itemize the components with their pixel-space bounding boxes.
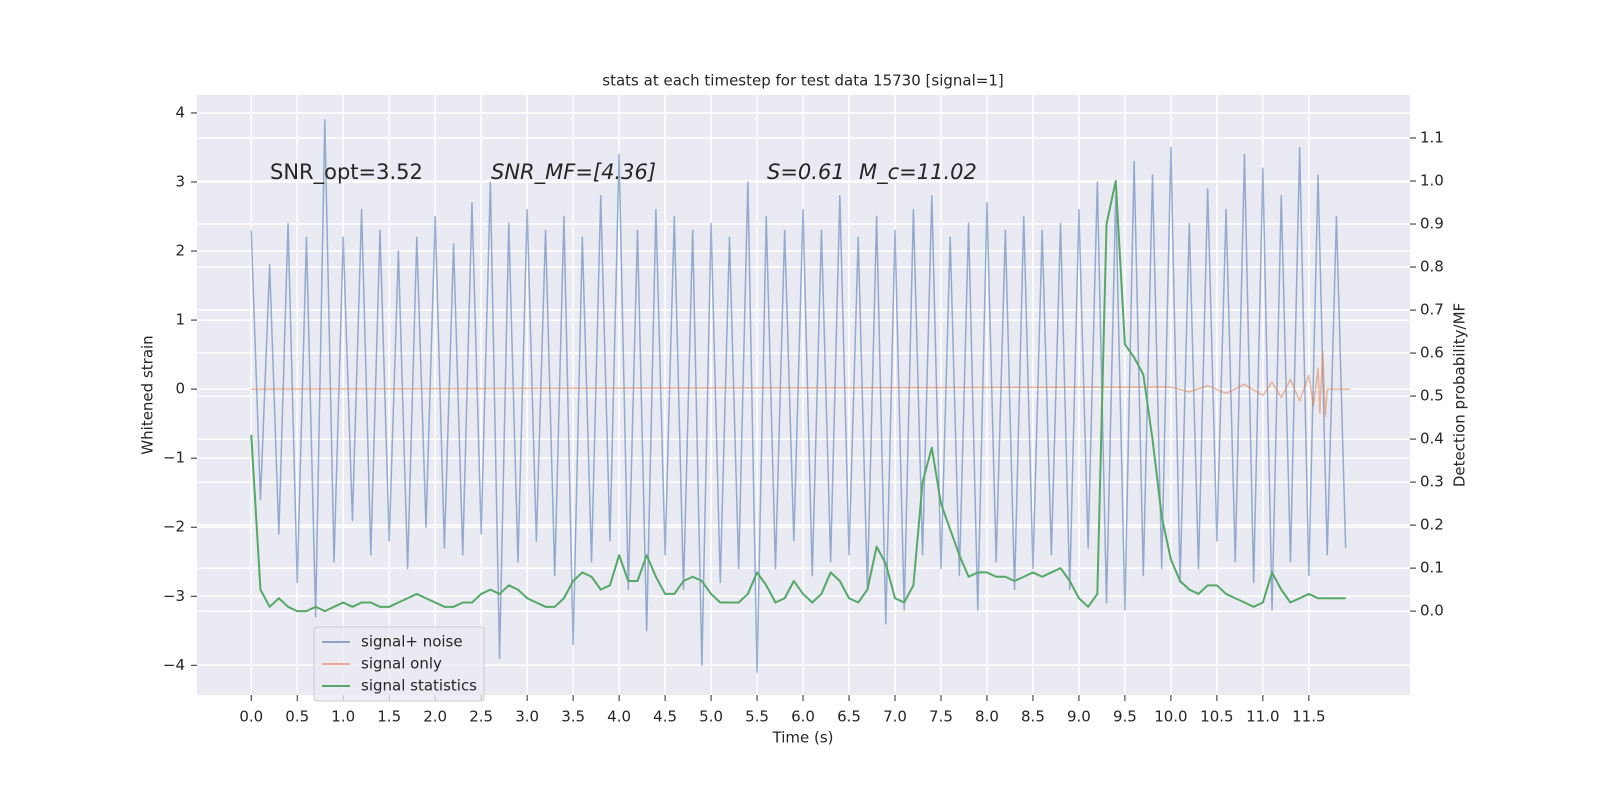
x-tick-label: 0.0 xyxy=(239,708,263,726)
y2-tick-label: 0.6 xyxy=(1420,344,1444,362)
y-tick-label: 1 xyxy=(175,311,185,329)
y-tick-label: 0 xyxy=(175,380,185,398)
y-tick-label: 3 xyxy=(175,172,185,190)
y2-tick-label: 0.0 xyxy=(1420,602,1444,620)
legend-label: signal only xyxy=(361,655,442,673)
marks xyxy=(250,119,1351,673)
x-tick-label: 4.5 xyxy=(653,708,677,726)
x-tick-label: 6.0 xyxy=(791,708,815,726)
y-tick-label: −1 xyxy=(163,449,185,467)
x-axis-label: Time (s) xyxy=(772,729,834,747)
x-tick-label: 8.0 xyxy=(975,708,999,726)
legend: signal+ noise signal only signal statistic… xyxy=(313,626,485,702)
x-tick-label: 0.5 xyxy=(285,708,309,726)
annotation: S=0.61 xyxy=(767,160,845,184)
y-tick-label: 4 xyxy=(175,103,185,121)
y-tick-label: −3 xyxy=(163,587,185,605)
y2-tick-label: 1.0 xyxy=(1420,172,1444,190)
x-tick-label: 1.0 xyxy=(331,708,355,726)
legend-label: signal+ noise xyxy=(361,633,463,651)
y2-tick-label: 1.1 xyxy=(1420,129,1444,147)
series-line xyxy=(251,350,1351,418)
y2-tick-label: 0.9 xyxy=(1420,215,1444,233)
y2-tick-label: 0.5 xyxy=(1420,387,1444,405)
labels: 0.0 0.5 1.0 1.5 2.0 2.5 3.0 3.5 4.0 4.5 5.0 5.5 6.0 6… xyxy=(163,103,1444,725)
legend-label: signal statistics xyxy=(361,677,477,695)
x-tick-label: 11.0 xyxy=(1246,708,1279,726)
x-tick-label: 3.5 xyxy=(561,708,585,726)
x-tick-label: 5.0 xyxy=(699,708,723,726)
chart-title: stats at each timestep for test data 157… xyxy=(602,72,1003,90)
series-line xyxy=(250,119,1347,673)
x-tick-label: 2.5 xyxy=(469,708,493,726)
y2-axis-label: Detection probability/MF xyxy=(1451,303,1469,487)
x-tick-label: 6.5 xyxy=(837,708,861,726)
annotation: SNR_MF=[4.36] xyxy=(491,160,656,185)
series-line xyxy=(250,180,1346,613)
x-tick-label: 11.5 xyxy=(1292,708,1325,726)
y2-tick-label: 0.7 xyxy=(1420,301,1444,319)
x-tick-label: 10.5 xyxy=(1200,708,1233,726)
x-tick-label: 2.0 xyxy=(423,708,447,726)
x-tick-label: 4.0 xyxy=(607,708,631,726)
x-tick-label: 7.0 xyxy=(883,708,907,726)
y-axis-label: Whitened strain xyxy=(139,335,157,454)
x-tick-label: 5.5 xyxy=(745,708,769,726)
y2-tick-label: 0.8 xyxy=(1420,258,1444,276)
y-tick-label: 2 xyxy=(175,242,185,260)
y2-tick-label: 0.2 xyxy=(1420,516,1444,534)
annotation: SNR_opt=3.52 xyxy=(270,160,423,185)
x-tick-label: 10.0 xyxy=(1154,708,1187,726)
annotation: M_c=11.02 xyxy=(859,160,977,185)
y2-tick-label: 0.4 xyxy=(1420,430,1444,448)
x-tick-label: 7.5 xyxy=(929,708,953,726)
y2-tick-label: 0.3 xyxy=(1420,473,1444,491)
x-tick-label: 8.5 xyxy=(1021,708,1045,726)
y2-tick-label: 0.1 xyxy=(1420,559,1444,577)
x-tick-label: 3.0 xyxy=(515,708,539,726)
legend-box xyxy=(313,626,485,702)
x-tick-label: 9.5 xyxy=(1113,708,1137,726)
x-tick-label: 9.0 xyxy=(1067,708,1091,726)
y-tick-label: −4 xyxy=(163,656,185,674)
y-tick-label: −2 xyxy=(163,518,185,536)
x-tick-label: 1.5 xyxy=(377,708,401,726)
